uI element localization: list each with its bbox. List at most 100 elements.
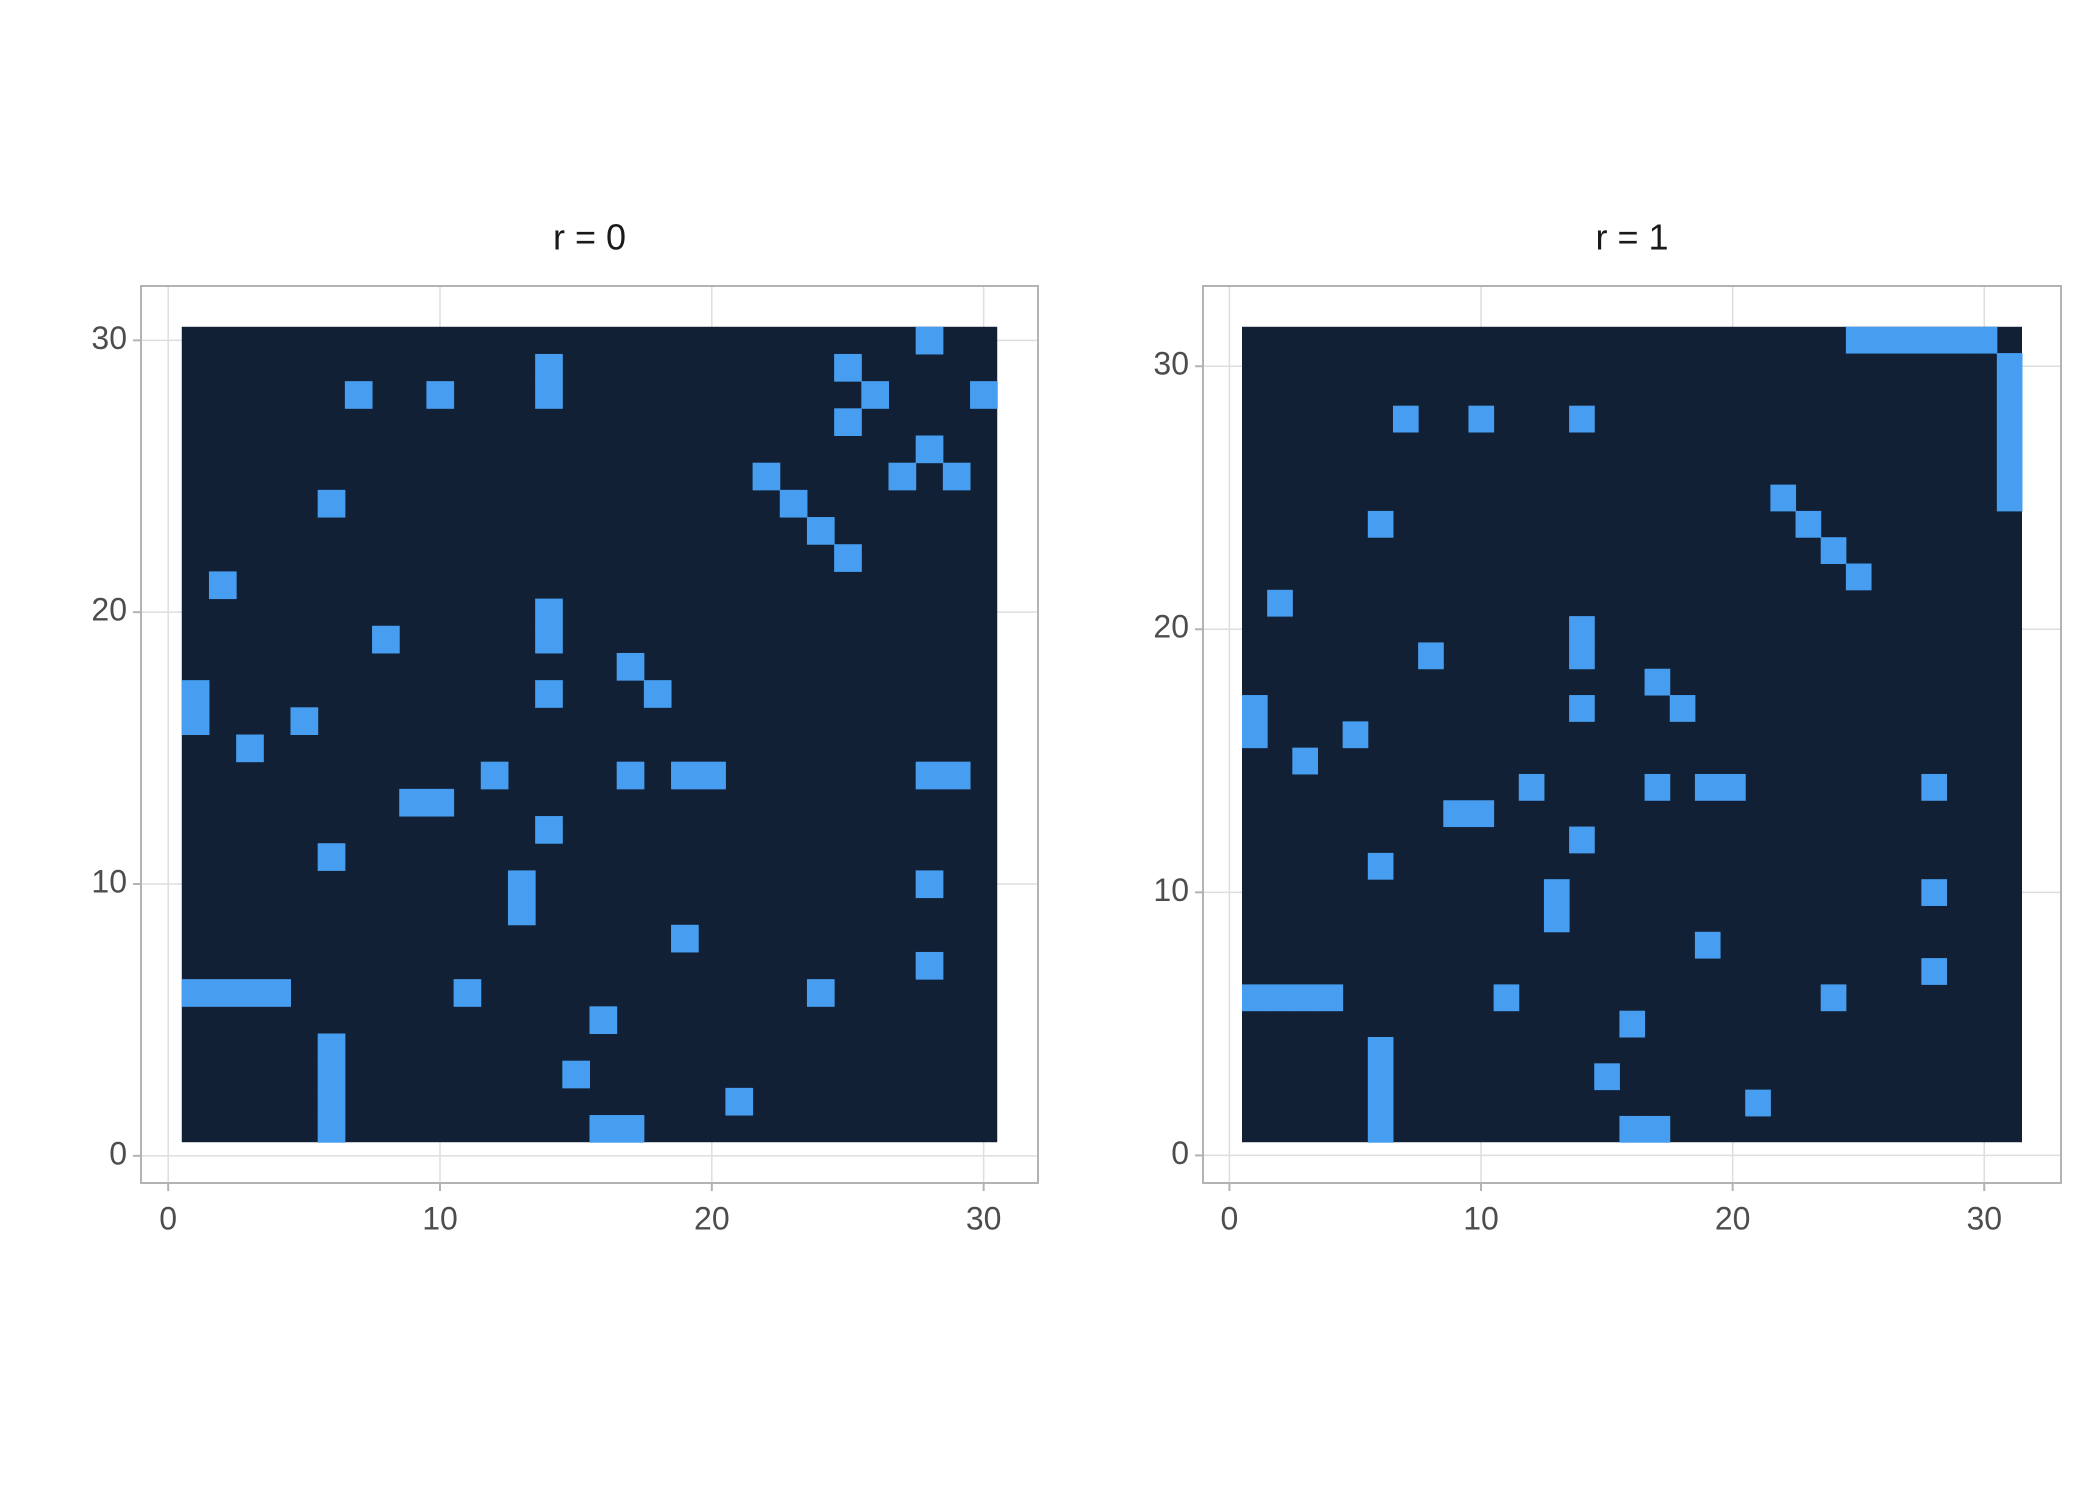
tile: [535, 598, 563, 627]
tile: [915, 435, 944, 464]
tile: [1720, 773, 1746, 801]
tile: [1770, 484, 1797, 512]
tile: [208, 571, 237, 600]
tile: [1493, 984, 1520, 1012]
tile: [1468, 405, 1495, 433]
tile: [616, 652, 645, 681]
tile: [1946, 326, 1973, 354]
tile: [725, 1087, 754, 1116]
tile: [1569, 642, 1595, 670]
tile: [1644, 773, 1671, 801]
tile: [671, 761, 699, 790]
tile: [616, 761, 645, 790]
tile: [1845, 326, 1872, 354]
tile: [1594, 1063, 1620, 1091]
tile: [263, 979, 291, 1007]
tile: [507, 897, 536, 926]
tile: [535, 816, 563, 844]
tile: [1694, 931, 1721, 959]
tile: [1795, 510, 1822, 538]
tile: [1418, 642, 1444, 670]
tile: [1820, 537, 1847, 565]
tile: [834, 408, 862, 436]
tile: [1745, 1089, 1771, 1117]
tile: [1669, 695, 1696, 722]
tile: [1468, 800, 1495, 828]
tile: [344, 381, 373, 409]
tile: [1619, 1010, 1646, 1038]
tile: [1292, 747, 1318, 775]
tile: [1996, 458, 2023, 486]
panel: 0 10 20 30 0 10 20 30 r = 0: [91, 217, 1039, 1236]
tile: [1569, 695, 1595, 722]
tile: [507, 870, 536, 899]
tile: [1996, 353, 2023, 380]
y-tick-label: 0: [1171, 1135, 1189, 1171]
x-tick-label: 30: [1966, 1200, 2002, 1236]
tile: [1317, 984, 1344, 1012]
tile: [317, 1060, 346, 1089]
tile: [1267, 589, 1293, 617]
tile: [1921, 879, 1948, 906]
tile: [1996, 379, 2023, 407]
tile: [1443, 800, 1469, 828]
panel-border: [1202, 285, 2062, 1184]
tile: [399, 788, 427, 817]
tile: [834, 544, 862, 572]
tile: [1367, 1089, 1394, 1117]
tile: [1921, 326, 1948, 354]
tile: [480, 761, 509, 790]
y-tick-label: 0: [109, 1135, 127, 1171]
x-tick-label: 30: [966, 1200, 1002, 1236]
tile: [1518, 773, 1545, 801]
tile: [1367, 1037, 1394, 1064]
panel: 0 10 20 30 0 10 20 30 r = 1: [1153, 217, 2062, 1236]
tile: [589, 1115, 618, 1143]
x-tick-label: 0: [159, 1200, 177, 1236]
tile: [1569, 405, 1595, 433]
tile: [535, 625, 563, 654]
y-tick-label: 30: [1153, 346, 1189, 382]
tile: [1392, 405, 1419, 433]
tile: [1921, 773, 1948, 801]
tile: [236, 979, 264, 1007]
tile: [1267, 984, 1293, 1012]
y-tick-label: 10: [1153, 872, 1189, 908]
tile: [942, 462, 971, 491]
tile: [1996, 431, 2023, 459]
tile: [317, 489, 346, 518]
panel-title: r = 1: [1595, 217, 1668, 258]
tile: [1242, 695, 1268, 722]
tile: [1896, 326, 1922, 354]
tile: [1996, 405, 2023, 433]
tile: [317, 1033, 346, 1062]
tile: [372, 625, 400, 654]
tile: [834, 353, 862, 382]
tile: [1996, 484, 2023, 512]
tile: [1367, 1115, 1394, 1143]
tile: [643, 680, 672, 708]
tile: [806, 979, 835, 1007]
x-tick-label: 10: [1463, 1200, 1499, 1236]
tile: [1871, 326, 1897, 354]
tile: [1845, 563, 1872, 591]
tile: [616, 1115, 645, 1143]
matrix-background: [1242, 326, 2022, 1143]
tile: [1543, 905, 1570, 933]
tile: [915, 326, 944, 355]
tile: [698, 761, 726, 790]
tile: [806, 517, 835, 545]
tile: [208, 979, 237, 1007]
tile: [589, 1006, 618, 1034]
tile: [915, 870, 944, 899]
tile: [317, 1115, 346, 1143]
tile: [426, 788, 455, 817]
tile: [317, 1087, 346, 1116]
tile: [970, 381, 998, 409]
tile: [1342, 721, 1369, 749]
tile: [181, 707, 210, 735]
tile: [535, 353, 563, 382]
tile: [1569, 826, 1595, 854]
tile: [915, 761, 944, 790]
